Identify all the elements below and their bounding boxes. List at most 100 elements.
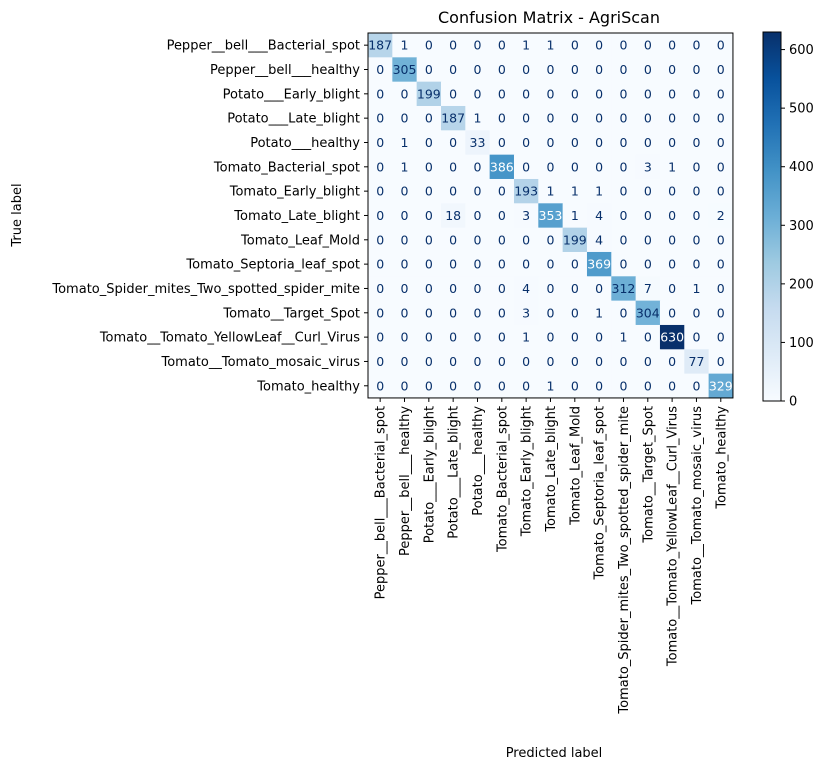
cell-value-label: 0 <box>717 184 725 199</box>
cell-value-label: 0 <box>522 62 530 77</box>
cell-value-label: 0 <box>571 281 579 296</box>
cell-value-label: 0 <box>401 354 409 369</box>
cell-value-label: 0 <box>668 378 676 393</box>
cell-value-label: 0 <box>376 330 384 345</box>
matrix-cell <box>513 276 539 302</box>
matrix-cell <box>708 227 734 253</box>
y-tick-label: Tomato_Septoria_leaf_spot <box>185 258 360 273</box>
cell-value-label: 0 <box>425 159 433 174</box>
cell-value-label: 0 <box>474 208 482 223</box>
cell-value-label: 0 <box>474 62 482 77</box>
matrix-cell <box>392 203 418 229</box>
matrix-cell <box>489 105 515 131</box>
matrix-cell <box>489 251 515 277</box>
cell-value-label: 0 <box>425 257 433 272</box>
cell-value-label: 187 <box>368 38 392 53</box>
cell-value-label: 0 <box>619 159 627 174</box>
matrix-cell <box>513 300 539 326</box>
cell-value-label: 0 <box>474 184 482 199</box>
cell-value-label: 3 <box>644 159 652 174</box>
matrix-cell <box>392 373 418 399</box>
matrix-cell <box>440 57 466 83</box>
matrix-cell <box>368 203 393 229</box>
cell-value-label: 0 <box>692 232 700 247</box>
matrix-cell <box>708 349 734 375</box>
matrix-cell <box>368 276 393 302</box>
matrix-cell <box>513 105 539 131</box>
cell-value-label: 353 <box>539 208 563 223</box>
cell-value-label: 0 <box>595 159 603 174</box>
cell-value-label: 1 <box>571 208 579 223</box>
cell-value-label: 199 <box>417 86 441 101</box>
cell-value-label: 1 <box>401 135 409 150</box>
matrix-cell <box>611 276 637 302</box>
colorbar-tick-label: 300 <box>789 219 814 234</box>
matrix-cell <box>538 373 564 399</box>
matrix-cell <box>416 81 442 107</box>
x-tick-label: Tomato_Spider_mites_Two_spotted_spider_m… <box>617 406 632 715</box>
cell-value-label: 0 <box>595 378 603 393</box>
matrix-cell <box>538 33 564 58</box>
matrix-cell <box>562 33 588 58</box>
matrix-cell <box>513 130 539 156</box>
y-tick-label: Tomato_Bacterial_spot <box>213 160 360 175</box>
matrix-cell <box>368 324 393 350</box>
y-tick-label: Potato___Late_blight <box>227 112 360 127</box>
cell-value-label: 0 <box>668 135 676 150</box>
cell-value-label: 0 <box>546 354 554 369</box>
cell-value-label: 33 <box>470 135 486 150</box>
cell-value-label: 0 <box>692 208 700 223</box>
matrix-cell <box>586 154 612 180</box>
matrix-cell <box>392 324 418 350</box>
cell-value-label: 0 <box>474 257 482 272</box>
matrix-cell <box>416 57 442 83</box>
cell-value-label: 0 <box>498 378 506 393</box>
matrix-cell <box>586 349 612 375</box>
matrix-cell <box>513 178 539 204</box>
cell-value-label: 0 <box>498 86 506 101</box>
cell-value-label: 0 <box>546 305 554 320</box>
cell-value-label: 0 <box>474 330 482 345</box>
matrix-cell <box>513 203 539 229</box>
cell-value-label: 0 <box>498 257 506 272</box>
cell-value-label: 0 <box>619 354 627 369</box>
matrix-cell <box>538 203 564 229</box>
cell-value-label: 0 <box>376 184 384 199</box>
cell-value-label: 0 <box>595 330 603 345</box>
matrix-cell <box>586 105 612 131</box>
cell-value-label: 3 <box>522 208 530 223</box>
matrix-cell <box>392 349 418 375</box>
cell-value-label: 1 <box>546 38 554 53</box>
cell-value-label: 0 <box>425 330 433 345</box>
cell-value-label: 0 <box>619 62 627 77</box>
cell-value-label: 0 <box>376 159 384 174</box>
cell-value-label: 0 <box>668 86 676 101</box>
cell-value-label: 0 <box>425 184 433 199</box>
cell-value-label: 0 <box>668 208 676 223</box>
matrix-cell <box>659 130 685 156</box>
cell-value-label: 0 <box>425 378 433 393</box>
matrix-cell <box>538 178 564 204</box>
cell-value-label: 0 <box>449 281 457 296</box>
cell-value-label: 0 <box>425 135 433 150</box>
matrix-cell <box>586 251 612 277</box>
matrix-cell <box>708 33 734 58</box>
cell-value-label: 0 <box>571 305 579 320</box>
cell-value-label: 0 <box>522 257 530 272</box>
matrix-cell <box>440 251 466 277</box>
cell-value-label: 0 <box>401 257 409 272</box>
cell-value-label: 0 <box>449 378 457 393</box>
matrix-cell <box>368 81 393 107</box>
x-axis-label: Predicted label <box>506 746 603 761</box>
matrix-cell <box>708 251 734 277</box>
matrix-cell <box>586 130 612 156</box>
cell-value-label: 0 <box>717 330 725 345</box>
matrix-cell <box>611 373 637 399</box>
cell-value-label: 0 <box>546 135 554 150</box>
cell-value-label: 0 <box>474 305 482 320</box>
cell-value-label: 0 <box>376 305 384 320</box>
cell-value-label: 0 <box>376 257 384 272</box>
cell-value-label: 0 <box>619 111 627 126</box>
matrix-cell <box>538 105 564 131</box>
